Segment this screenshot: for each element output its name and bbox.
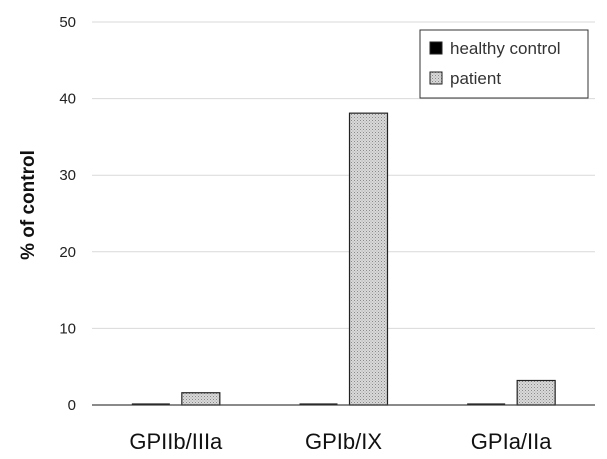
x-category-label: GPIb/IX — [305, 429, 382, 454]
bar-healthy-control-2 — [299, 403, 338, 405]
legend: healthy control patient — [419, 29, 589, 99]
bar-patient-2 — [348, 112, 389, 406]
y-tick-label: 0 — [68, 397, 76, 414]
x-axis-labels: GPIIb/IIIa GPIb/IX GPIa/IIa — [129, 429, 552, 454]
bar-healthy-control-3 — [467, 403, 506, 405]
bar-patient-1 — [181, 392, 221, 406]
legend-label: healthy control — [450, 39, 561, 58]
bar-healthy-control-1 — [131, 403, 170, 405]
y-tick-label: 30 — [59, 167, 76, 184]
bars — [131, 112, 556, 406]
x-category-label: GPIIb/IIIa — [129, 429, 223, 454]
bar-patient-3 — [516, 379, 556, 406]
legend-box — [419, 29, 589, 99]
y-axis-ticks: 0 10 20 30 40 50 — [59, 14, 76, 414]
legend-swatch-patient — [429, 71, 443, 85]
y-tick-label: 50 — [59, 14, 76, 31]
gridlines — [92, 21, 595, 329]
x-category-label: GPIa/IIa — [471, 429, 552, 454]
y-axis-title: % of control — [18, 150, 39, 260]
y-tick-label: 10 — [59, 320, 76, 337]
y-tick-label: 40 — [59, 91, 76, 108]
y-tick-label: 20 — [59, 244, 76, 261]
legend-swatch-healthy-control — [429, 41, 443, 55]
legend-label: patient — [450, 69, 501, 88]
